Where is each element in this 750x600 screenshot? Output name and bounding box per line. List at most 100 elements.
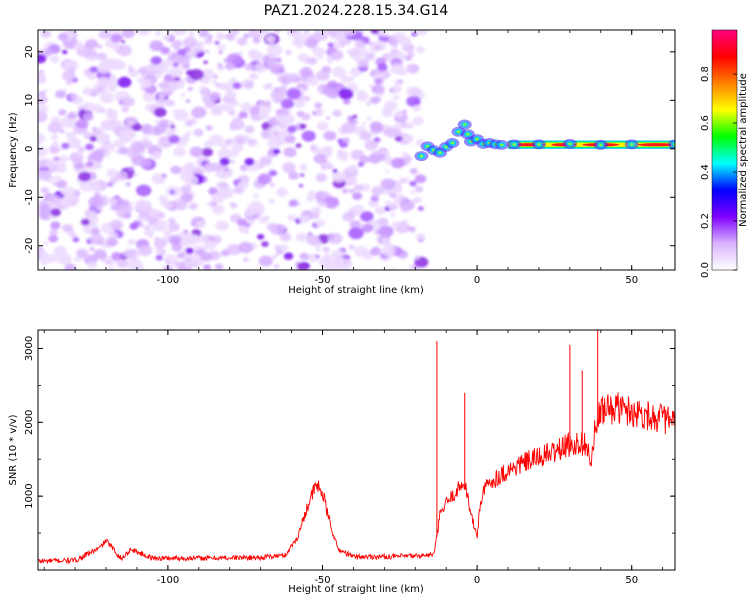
noise-speckle — [337, 150, 343, 154]
noise-speckle — [149, 40, 164, 52]
noise-speckle — [268, 52, 277, 59]
noise-speckle — [403, 134, 414, 143]
noise-speckle — [107, 231, 119, 241]
noise-speckle — [189, 69, 204, 81]
noise-speckle — [66, 80, 72, 85]
trace-blob-core — [419, 154, 424, 158]
noise-speckle — [108, 264, 115, 270]
noise-speckle — [54, 175, 61, 181]
noise-speckle — [380, 30, 389, 37]
noise-speckle — [69, 93, 78, 100]
noise-speckle — [173, 45, 180, 51]
noise-speckle — [180, 134, 190, 142]
snr-xlabel: Height of straight line (km) — [288, 584, 424, 595]
noise-speckle — [343, 177, 348, 181]
noise-speckle — [193, 254, 203, 262]
colorbar-label: Normalized spectral amplitude — [738, 73, 749, 227]
colorbar-tick-label: 0.4 — [700, 164, 711, 180]
noise-speckle — [359, 155, 370, 164]
snr-axes: -100 -50 0 50 1000 2000 3000 — [24, 330, 675, 586]
noise-speckle — [406, 95, 421, 107]
colorbar-gradient — [711, 29, 738, 271]
noise-speckle — [259, 156, 272, 166]
noise-speckle — [162, 34, 171, 41]
noise-speckle — [83, 70, 87, 74]
noise-speckle — [381, 245, 396, 256]
noise-speckle — [173, 109, 189, 121]
noise-speckle — [348, 227, 364, 240]
x-tick-label: 0 — [474, 575, 480, 586]
noise-speckle — [341, 122, 356, 134]
noise-speckle — [306, 76, 319, 86]
snr-panel: -100 -50 0 50 1000 2000 3000 Height of straigh… — [8, 329, 676, 595]
noise-speckle — [63, 186, 77, 198]
noise-speckle — [326, 80, 338, 89]
noise-speckle — [379, 154, 387, 160]
noise-speckle — [206, 201, 213, 206]
noise-speckle — [279, 85, 288, 91]
noise-speckle — [283, 252, 294, 260]
noise-speckle — [185, 98, 191, 103]
trace-blob-core — [500, 143, 504, 147]
noise-speckle — [226, 244, 242, 256]
noise-speckle — [369, 96, 380, 104]
noise-speckle — [116, 259, 129, 268]
noise-speckle — [414, 255, 420, 260]
noise-speckle — [403, 219, 408, 223]
noise-speckle — [315, 219, 326, 228]
noise-speckle — [155, 254, 163, 261]
noise-speckle — [61, 142, 70, 150]
noise-speckle — [214, 263, 224, 270]
noise-speckle — [203, 141, 213, 149]
noise-speckle — [317, 121, 329, 131]
noise-speckle — [191, 106, 207, 119]
noise-speckle — [394, 110, 405, 118]
noise-speckle — [368, 84, 374, 89]
noise-speckle — [185, 265, 190, 269]
noise-speckle — [127, 238, 136, 246]
noise-speckle — [232, 82, 242, 90]
noise-speckle — [158, 195, 168, 203]
noise-speckle — [408, 264, 414, 269]
x-tick-label: -50 — [314, 275, 330, 286]
noise-speckle — [323, 161, 328, 165]
noise-speckle — [205, 125, 213, 131]
noise-speckle — [323, 194, 329, 199]
noise-speckles — [38, 30, 429, 270]
noise-speckle — [371, 186, 384, 196]
noise-speckle — [38, 132, 46, 144]
noise-speckle — [77, 146, 86, 153]
noise-speckle — [89, 66, 99, 73]
noise-speckle — [288, 171, 299, 180]
noise-speckle — [82, 87, 93, 96]
noise-speckle — [367, 41, 374, 46]
noise-speckle — [158, 92, 166, 99]
noise-speckle — [134, 199, 150, 212]
noise-speckle — [200, 68, 215, 80]
noise-speckle — [64, 263, 77, 270]
noise-speckle — [411, 31, 418, 37]
noise-speckle — [374, 75, 379, 79]
y-tick-label: 20 — [24, 45, 35, 58]
noise-speckle — [415, 30, 428, 36]
noise-speckle — [288, 199, 299, 207]
noise-speckle — [121, 30, 135, 39]
noise-speckle — [299, 123, 307, 130]
noise-speckle — [211, 79, 217, 84]
noise-speckle — [47, 122, 63, 134]
y-tick-label: 3000 — [24, 336, 35, 361]
signal-peak-streak — [637, 143, 675, 147]
noise-speckle — [73, 156, 79, 162]
noise-speckle — [38, 111, 48, 123]
noise-speckle — [275, 253, 280, 257]
noise-speckle — [285, 49, 292, 55]
noise-speckle — [185, 247, 194, 254]
y-tick-label: -20 — [24, 238, 35, 254]
noise-speckle — [352, 192, 363, 201]
noise-speckle — [409, 168, 418, 175]
noise-speckle — [398, 36, 412, 47]
noise-speckle — [75, 119, 89, 129]
noise-speckle — [101, 134, 108, 140]
noise-speckle — [326, 57, 334, 63]
